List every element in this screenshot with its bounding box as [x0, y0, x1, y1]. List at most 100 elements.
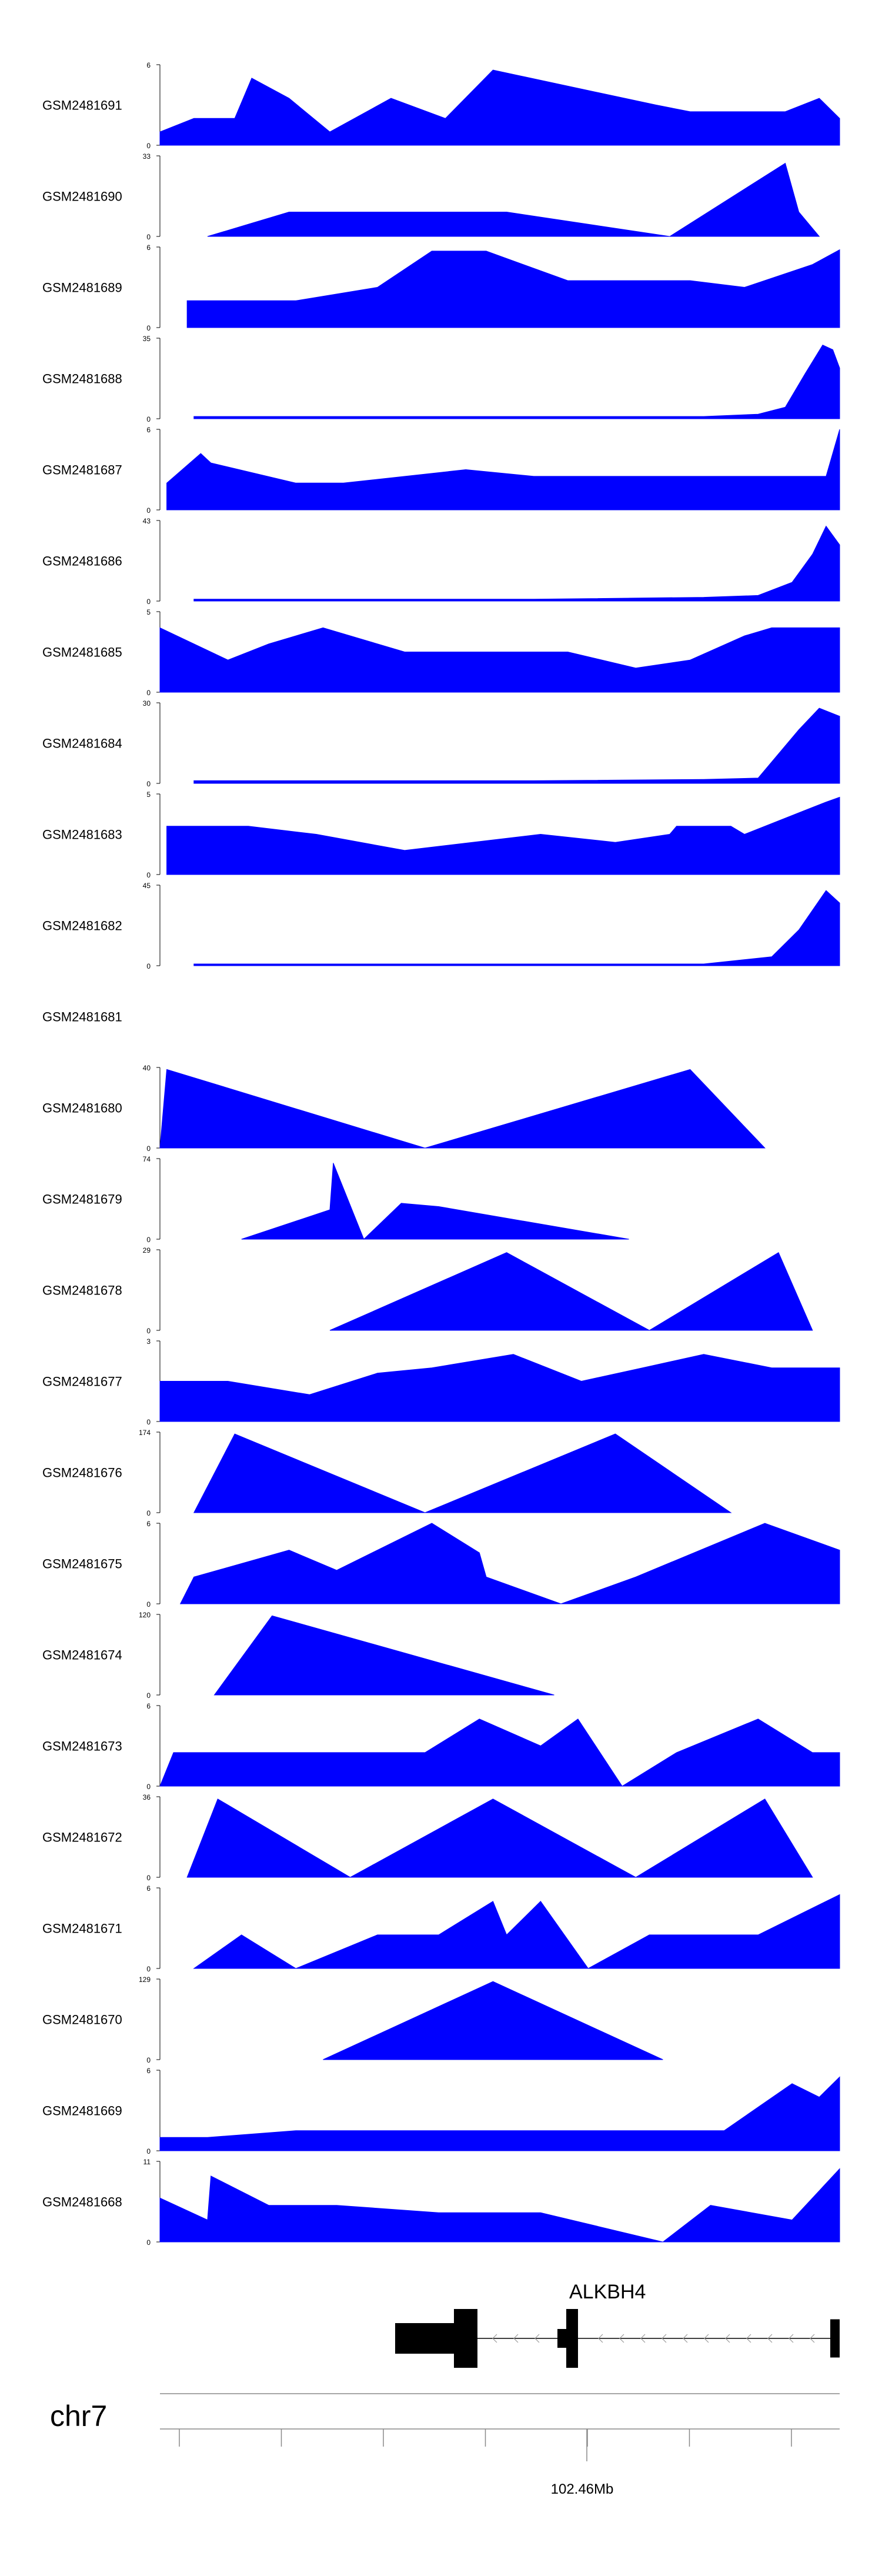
track-y0-label: 0 — [146, 233, 151, 241]
chromosome-label: chr7 — [50, 2400, 107, 2432]
track-label: GSM2481689 — [42, 281, 122, 295]
track-y0-label: 0 — [146, 1874, 151, 1882]
strand-arrow — [746, 2334, 751, 2343]
genome-axis: chr7 102.46Mb — [50, 2393, 840, 2497]
strand-arrow — [725, 2334, 730, 2343]
track-label: GSM2481681 — [42, 1010, 122, 1025]
track-y0-label: 0 — [146, 2147, 151, 2155]
track-GSM2481687: GSM2481687 6 0 — [42, 426, 840, 515]
track-label: GSM2481683 — [42, 827, 122, 842]
track-GSM2481672: GSM2481672 36 0 — [42, 1793, 813, 1882]
track-ymax-label: 74 — [143, 1155, 151, 1163]
coverage-area — [323, 1981, 663, 2060]
track-GSM2481690: GSM2481690 33 0 — [42, 152, 820, 241]
coverage-area — [179, 1523, 840, 1604]
coverage-area — [193, 525, 840, 602]
coverage-area — [159, 1719, 840, 1787]
track-label: GSM2481682 — [42, 919, 122, 933]
track-GSM2481671: GSM2481671 6 0 — [42, 1884, 840, 1973]
track-y0-label: 0 — [146, 1509, 151, 1517]
track-label: GSM2481676 — [42, 1466, 122, 1480]
gene-exon — [395, 2323, 454, 2354]
track-y0-label: 0 — [146, 598, 151, 606]
track-label: GSM2481686 — [42, 554, 122, 569]
track-ymax-label: 40 — [143, 1064, 151, 1072]
gene-exon — [454, 2309, 477, 2368]
coverage-area — [193, 345, 840, 419]
strand-arrow — [619, 2334, 624, 2343]
gene-exon — [830, 2319, 840, 2358]
track-ymax-label: 6 — [146, 61, 151, 69]
coverage-area — [166, 429, 840, 510]
track-label: GSM2481673 — [42, 1739, 122, 1754]
coverage-area — [159, 1354, 840, 1422]
coverage-area — [241, 1163, 629, 1240]
track-GSM2481681: GSM2481681 — [42, 1010, 122, 1025]
track-GSM2481677: GSM2481677 3 0 — [42, 1337, 840, 1426]
track-ymax-label: 120 — [139, 1611, 151, 1619]
track-y0-label: 0 — [146, 506, 151, 515]
track-label: GSM2481690 — [42, 189, 122, 204]
track-ymax-label: 5 — [146, 608, 151, 616]
track-GSM2481689: GSM2481689 6 0 — [42, 243, 840, 332]
track-ymax-label: 43 — [143, 517, 151, 525]
track-GSM2481670: GSM2481670 129 0 — [42, 1976, 663, 2064]
strand-arrow — [598, 2334, 603, 2343]
track-y0-label: 0 — [146, 2056, 151, 2064]
track-ymax-label: 6 — [146, 426, 151, 434]
strand-arrow — [704, 2334, 709, 2343]
track-GSM2481683: GSM2481683 5 0 — [42, 790, 840, 879]
track-y0-label: 0 — [146, 871, 151, 879]
track-ymax-label: 6 — [146, 243, 151, 252]
coverage-area — [159, 627, 840, 693]
track-ymax-label: 6 — [146, 1520, 151, 1528]
gene-exon — [557, 2329, 567, 2348]
strand-arrow — [789, 2334, 794, 2343]
strand-arrow — [534, 2334, 540, 2343]
coverage-area — [193, 890, 840, 966]
track-label: GSM2481685 — [42, 645, 122, 660]
strand-arrow — [492, 2334, 497, 2343]
coverage-area — [193, 1894, 840, 1969]
track-label: GSM2481679 — [42, 1192, 122, 1207]
track-label: GSM2481688 — [42, 372, 122, 386]
track-ymax-label: 6 — [146, 1702, 151, 1710]
coverage-area — [159, 2076, 840, 2151]
track-GSM2481684: GSM2481684 30 0 — [42, 699, 840, 788]
gene-exon — [566, 2309, 578, 2368]
gene-name-label: ALKBH4 — [569, 2281, 646, 2303]
track-y0-label: 0 — [146, 142, 151, 150]
track-y0-label: 0 — [146, 1144, 151, 1153]
track-ymax-label: 36 — [143, 1793, 151, 1801]
strand-arrow — [683, 2334, 688, 2343]
track-GSM2481674: GSM2481674 120 0 — [42, 1611, 554, 1700]
coverage-area — [329, 1252, 813, 1331]
strand-arrow — [810, 2334, 815, 2343]
strand-arrow — [513, 2334, 519, 2343]
track-label: GSM2481668 — [42, 2195, 122, 2210]
track-GSM2481678: GSM2481678 29 0 — [42, 1246, 813, 1335]
track-GSM2481673: GSM2481673 6 0 — [42, 1702, 840, 1791]
gene-track: ALKBH4 — [395, 2281, 840, 2368]
track-GSM2481679: GSM2481679 74 0 — [42, 1155, 629, 1244]
track-y0-label: 0 — [146, 1691, 151, 1700]
track-ymax-label: 11 — [143, 2158, 151, 2166]
coverage-area — [193, 1433, 732, 1513]
track-ymax-label: 30 — [143, 699, 151, 708]
coverage-area — [166, 796, 840, 875]
coverage-area — [186, 249, 840, 328]
track-y0-label: 0 — [146, 1327, 151, 1335]
track-ymax-label: 129 — [139, 1976, 151, 1984]
track-GSM2481682: GSM2481682 45 0 — [42, 882, 840, 970]
coverage-area — [159, 1069, 766, 1149]
coverage-area — [186, 1798, 813, 1878]
strand-arrow — [640, 2334, 646, 2343]
track-y0-label: 0 — [146, 2238, 151, 2247]
track-label: GSM2481687 — [42, 463, 122, 478]
track-ymax-label: 3 — [146, 1337, 151, 1346]
track-label: GSM2481675 — [42, 1557, 122, 1571]
track-ymax-label: 5 — [146, 790, 151, 799]
track-y0-label: 0 — [146, 1418, 151, 1426]
track-ymax-label: 6 — [146, 1884, 151, 1893]
